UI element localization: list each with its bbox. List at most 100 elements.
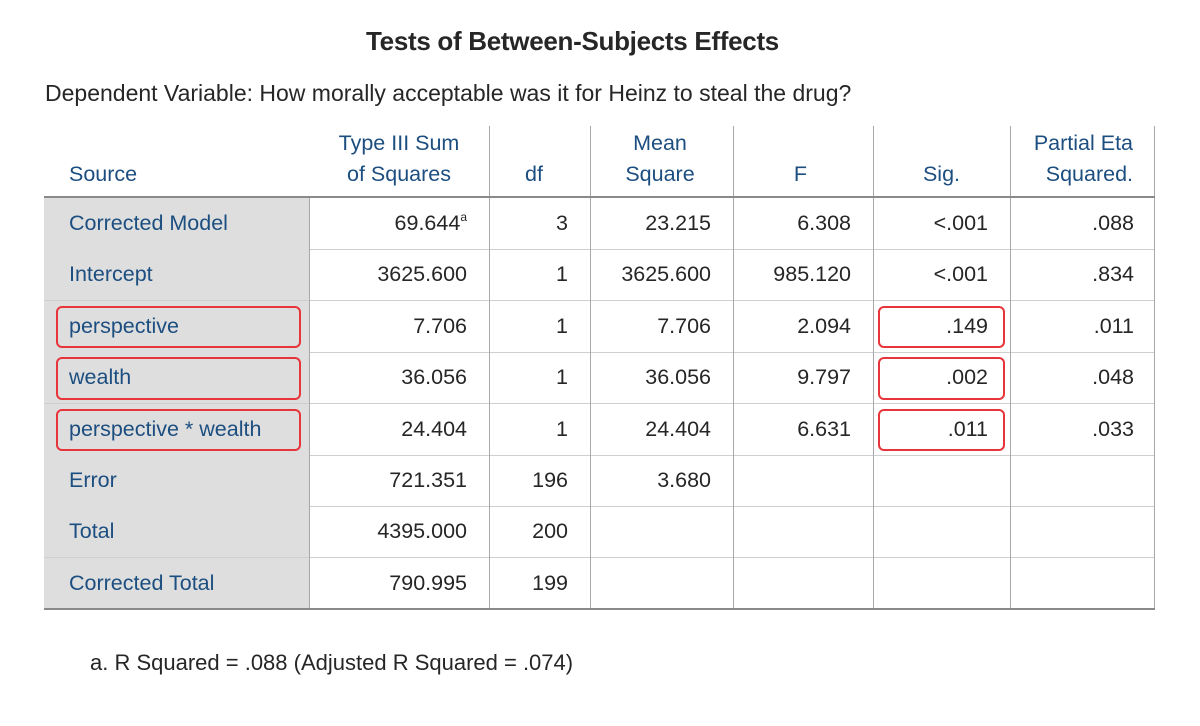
cell-sum-of-squares: 3625.600: [377, 249, 467, 300]
cell-partial-eta: .011: [1094, 301, 1134, 352]
cell-sig-value: <.001: [933, 211, 988, 235]
cell-partial-eta-value: .088: [1092, 211, 1134, 235]
header-divider: [1154, 126, 1155, 196]
header-divider: [590, 126, 591, 196]
cell-partial-eta-value: .033: [1092, 416, 1134, 441]
cell-df-value: 1: [556, 313, 568, 338]
header-mean-square: Mean Square: [590, 120, 730, 196]
table-row: perspective 7.706 1 7.706 2.094 .149 .011: [44, 300, 1155, 352]
highlight-box-source: [56, 357, 301, 400]
cell-sig: .002: [946, 352, 988, 403]
header-df: df: [489, 120, 579, 196]
cell-partial-eta: .088: [1092, 198, 1134, 249]
cell-mean-square-value: 23.215: [645, 211, 711, 235]
cell-df-value: 196: [532, 468, 568, 492]
header-divider: [733, 126, 734, 196]
row-divider: [44, 403, 1155, 405]
cell-sum-of-squares-value: 24.404: [401, 416, 467, 441]
header-pes-line2: Squared.: [1045, 162, 1133, 186]
cell-partial-eta: .834: [1092, 249, 1134, 300]
header-divider: [489, 126, 490, 196]
cell-f: 6.631: [797, 404, 851, 455]
table-row: wealth 36.056 1 36.056 9.797 .002 .048: [44, 352, 1155, 404]
header-sig: Sig.: [873, 120, 1010, 196]
cell-partial-eta-value: .011: [1093, 313, 1134, 338]
cell-sum-of-squares-value: 790.995: [389, 570, 467, 595]
cell-f-value: 9.797: [797, 365, 851, 390]
row-divider: [44, 505, 1155, 507]
cell-sum-of-squares-value: 4395.000: [377, 519, 467, 544]
header-ms-line2: Square: [625, 162, 695, 186]
cell-f-value: 6.308: [797, 211, 851, 235]
row-source-label: Corrected Model: [69, 211, 228, 235]
cell-sum-of-squares-value: 7.706: [413, 313, 467, 338]
cell-sum-of-squares: 69.644a: [395, 198, 467, 249]
table-row: Intercept 3625.600 1 3625.600 985.120 <.001 .8…: [44, 249, 1155, 301]
dependent-variable-label: Dependent Variable: How morally acceptab…: [45, 80, 852, 106]
header-type-iii-ss: Type III Sum of Squares: [309, 120, 489, 196]
cell-df-value: 1: [556, 416, 568, 441]
highlight-box-source: [56, 408, 301, 451]
header-df-label: df: [525, 162, 543, 186]
cell-df: 1: [556, 404, 568, 455]
header-ms-line1: Mean: [633, 131, 687, 155]
highlight-box-sig: [878, 408, 1005, 451]
row-source-cell: Corrected Model: [44, 198, 309, 249]
cell-mean-square: 36.056: [645, 352, 711, 403]
column-divider: [309, 196, 310, 610]
cell-sum-of-squares-value: 69.644: [394, 211, 461, 235]
cell-df: 199: [532, 558, 568, 609]
cell-sig: <.001: [934, 198, 988, 249]
cell-mean-square: 3625.600: [621, 249, 711, 300]
table-row: Corrected Total 790.995 199: [44, 557, 1155, 609]
row-source-cell: perspective: [44, 300, 309, 352]
cell-df: 196: [532, 455, 568, 506]
column-divider: [1010, 196, 1011, 610]
cell-mean-square-value: 3.680: [657, 468, 711, 492]
cell-sig: .149: [946, 301, 988, 352]
cell-f-value: 2.094: [797, 313, 851, 338]
row-source-label: Total: [69, 519, 115, 544]
row-source-cell: wealth: [44, 352, 309, 404]
cell-df-value: 3: [556, 211, 568, 235]
cell-mean-square-value: 24.404: [645, 416, 711, 441]
highlight-box-sig: [878, 305, 1005, 349]
table-row: perspective * wealth 24.404 1 24.404 6.631 .0…: [44, 403, 1155, 455]
cell-sum-of-squares-value: 3625.600: [377, 262, 467, 287]
cell-sum-of-squares: 4395.000: [377, 506, 467, 557]
row-source-label: Intercept: [69, 262, 153, 287]
row-source-label: Error: [69, 468, 117, 492]
cell-sum-of-squares-value: 36.056: [401, 365, 467, 390]
cell-df: 200: [532, 506, 568, 557]
header-partial-eta: Partial Eta Squared.: [1010, 120, 1155, 196]
column-divider: [1154, 196, 1155, 610]
cell-sum-of-squares: 24.404: [401, 404, 467, 455]
table-row: Total 4395.000 200: [44, 506, 1155, 558]
bottom-rule: [44, 608, 1155, 610]
column-divider: [733, 196, 734, 610]
header-source-label: Source: [69, 162, 138, 186]
header-divider: [873, 126, 874, 196]
cell-df-value: 1: [556, 262, 568, 287]
cell-sig-value: .002: [946, 365, 988, 390]
cell-f-value: 6.631: [797, 416, 851, 441]
cell-sum-of-squares-value: 721.351: [389, 468, 467, 492]
row-source-cell: Error: [44, 455, 309, 506]
row-source-cell: Intercept: [44, 249, 309, 301]
cell-sig: <.001: [934, 249, 988, 300]
cell-sum-of-squares: 790.995: [389, 558, 467, 609]
cell-df: 1: [556, 352, 568, 403]
header-rule: [44, 196, 1155, 198]
cell-partial-eta: .033: [1092, 404, 1134, 455]
footnote-marker: a: [460, 210, 467, 224]
anova-table: Source Type III Sum of Squares df Mean S…: [44, 120, 1155, 612]
cell-df: 1: [556, 301, 568, 352]
header-ss-line2: of Squares: [347, 162, 451, 186]
cell-f: 985.120: [773, 249, 851, 300]
header-source: Source: [69, 120, 269, 196]
cell-partial-eta-value: .048: [1092, 365, 1134, 390]
column-divider: [873, 196, 874, 610]
row-source-label: perspective: [69, 313, 179, 338]
cell-mean-square: 3.680: [657, 455, 711, 506]
cell-sum-of-squares: 36.056: [401, 352, 467, 403]
